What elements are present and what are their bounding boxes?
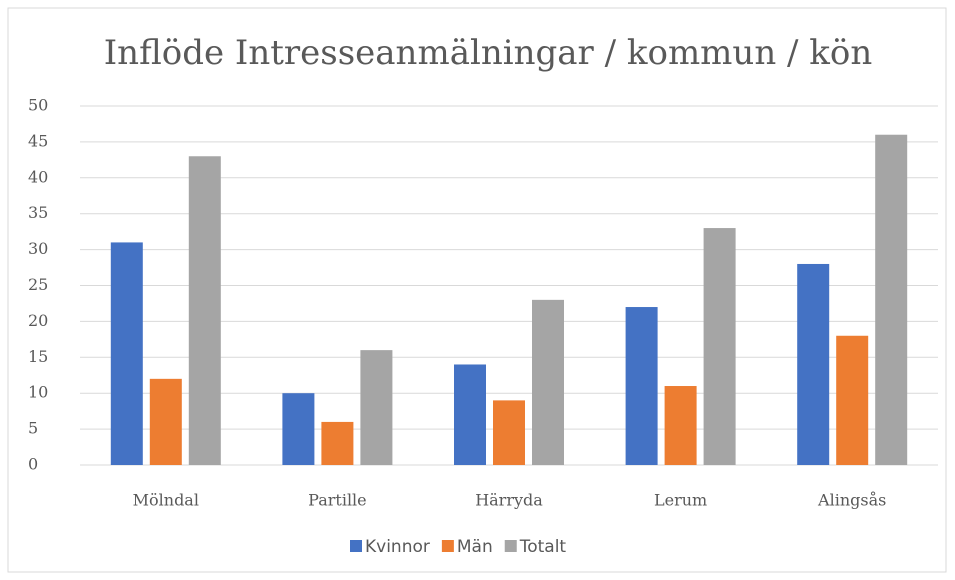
bar (188, 156, 221, 465)
y-tick-label: 20 (28, 311, 48, 330)
y-tick-label: 5 (28, 419, 38, 438)
bar (282, 393, 315, 465)
bar (664, 386, 697, 465)
y-tick-label: 45 (28, 131, 48, 150)
x-tick-label: Alingsås (817, 491, 886, 510)
x-tick-label: Partille (308, 491, 366, 510)
y-tick-label: 25 (28, 275, 48, 294)
chart-title: Inflöde Intresseanmälningar / kommun / k… (104, 33, 873, 73)
x-tick-label: Härryda (475, 491, 543, 510)
bar (110, 242, 143, 465)
legend-swatch (350, 540, 362, 552)
chart-border (7, 7, 947, 573)
bar (321, 421, 354, 465)
y-tick-label: 30 (28, 239, 48, 258)
bar (532, 299, 564, 465)
legend-label: Män (457, 537, 493, 557)
legend-label: Kvinnor (365, 537, 430, 557)
x-tick-label: Mölndal (133, 491, 199, 510)
y-tick-label: 40 (28, 167, 48, 186)
y-tick-label: 35 (28, 203, 48, 222)
bar (360, 350, 393, 465)
legend-swatch (504, 540, 517, 552)
legend-label: Totalt (519, 537, 567, 557)
bar (149, 378, 182, 465)
y-tick-label: 50 (28, 96, 48, 115)
bar (493, 400, 525, 465)
y-tick-label: 0 (28, 455, 38, 474)
legend-swatch (441, 540, 454, 552)
bar (836, 335, 869, 465)
bar (454, 364, 486, 465)
x-tick-label: Lerum (654, 491, 707, 510)
bar (703, 228, 736, 465)
y-tick-label: 10 (28, 383, 48, 402)
bar (875, 134, 908, 465)
bar (797, 263, 830, 465)
bar (625, 307, 658, 465)
y-tick-label: 15 (28, 347, 48, 366)
